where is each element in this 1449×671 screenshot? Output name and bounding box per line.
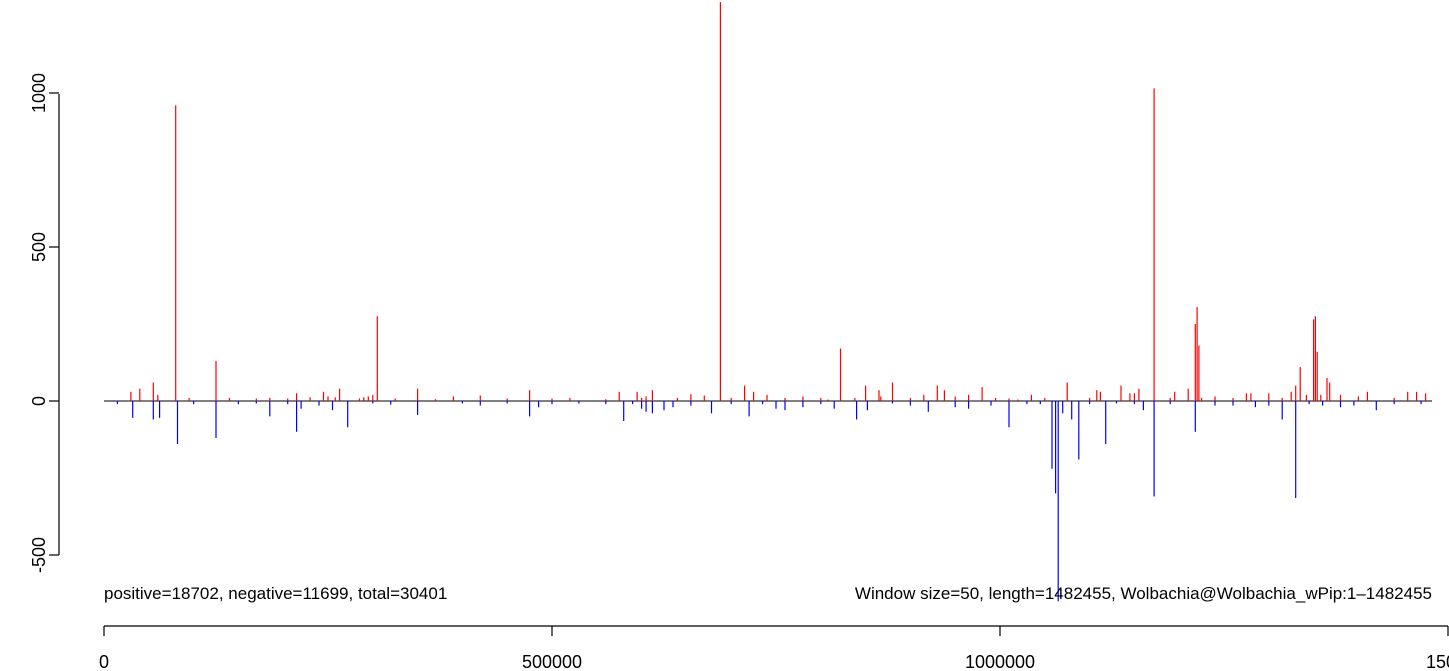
y-tick-label-1: 0 [29,396,49,406]
y-tick-label-2: 500 [29,232,49,262]
x-tick-label-2: 1000000 [965,652,1035,671]
negative-bars [116,401,1422,602]
annotation-left: positive=18702, negative=11699, total=30… [104,584,447,603]
positive-bars [130,2,1427,401]
x-axis: 0 500000 1000000 1500000 [99,625,1449,671]
y-tick-label-3: 1000 [29,73,49,113]
x-tick-label-0: 0 [99,652,109,671]
x-ticks: 0 500000 1000000 1500000 [99,626,1449,671]
x-tick-label-3: 1500000 [1426,652,1449,671]
x-tick-label-1: 500000 [522,652,582,671]
y-tick-label-0: -500 [29,537,49,573]
annotation-right: Window size=50, length=1482455, Wolbachi… [855,584,1432,603]
y-axis: -500 0 500 1000 [29,73,60,573]
y-ticks: -500 0 500 1000 [29,73,59,573]
